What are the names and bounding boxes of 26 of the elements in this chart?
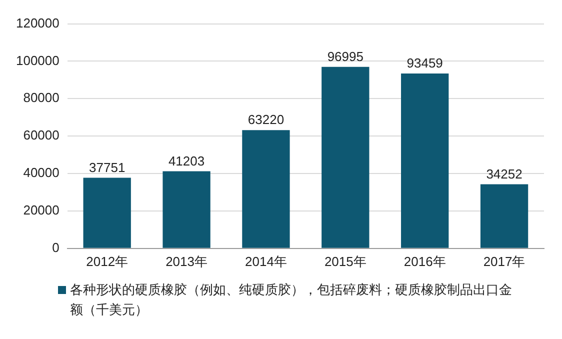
x-tick-label: 2013年 — [166, 254, 208, 269]
data-label: 63220 — [248, 112, 284, 128]
y-tick-label: 20000 — [23, 202, 60, 218]
data-label: 34252 — [486, 166, 522, 182]
bar — [322, 66, 370, 248]
x-tick-label: 2014年 — [245, 254, 287, 269]
data-label: 96995 — [327, 48, 364, 64]
bar — [83, 178, 131, 248]
bar — [480, 184, 528, 248]
x-tick-label: 2016年 — [404, 254, 446, 269]
x-tick-label: 2017年 — [483, 254, 526, 269]
bar — [401, 73, 449, 248]
y-tick-label: 120000 — [16, 15, 60, 30]
y-tick-label: 0 — [52, 240, 60, 255]
x-tick-label: 2012年 — [86, 254, 128, 269]
legend-label: 各种形状的硬质橡胶（例如、纯硬质胶），包括碎废料；硬质橡胶制品出口金额（千美元） — [70, 281, 513, 319]
data-label: 93459 — [406, 56, 443, 71]
data-label: 37751 — [89, 160, 126, 175]
y-tick-label: 60000 — [23, 128, 60, 143]
y-tick-label: 80000 — [23, 90, 60, 106]
data-label: 41203 — [168, 153, 205, 168]
x-tick-label: 2015年 — [324, 254, 366, 269]
bar — [162, 171, 210, 248]
y-tick-label: 40000 — [23, 165, 60, 180]
bar — [242, 130, 290, 248]
y-tick-label: 100000 — [16, 52, 60, 68]
